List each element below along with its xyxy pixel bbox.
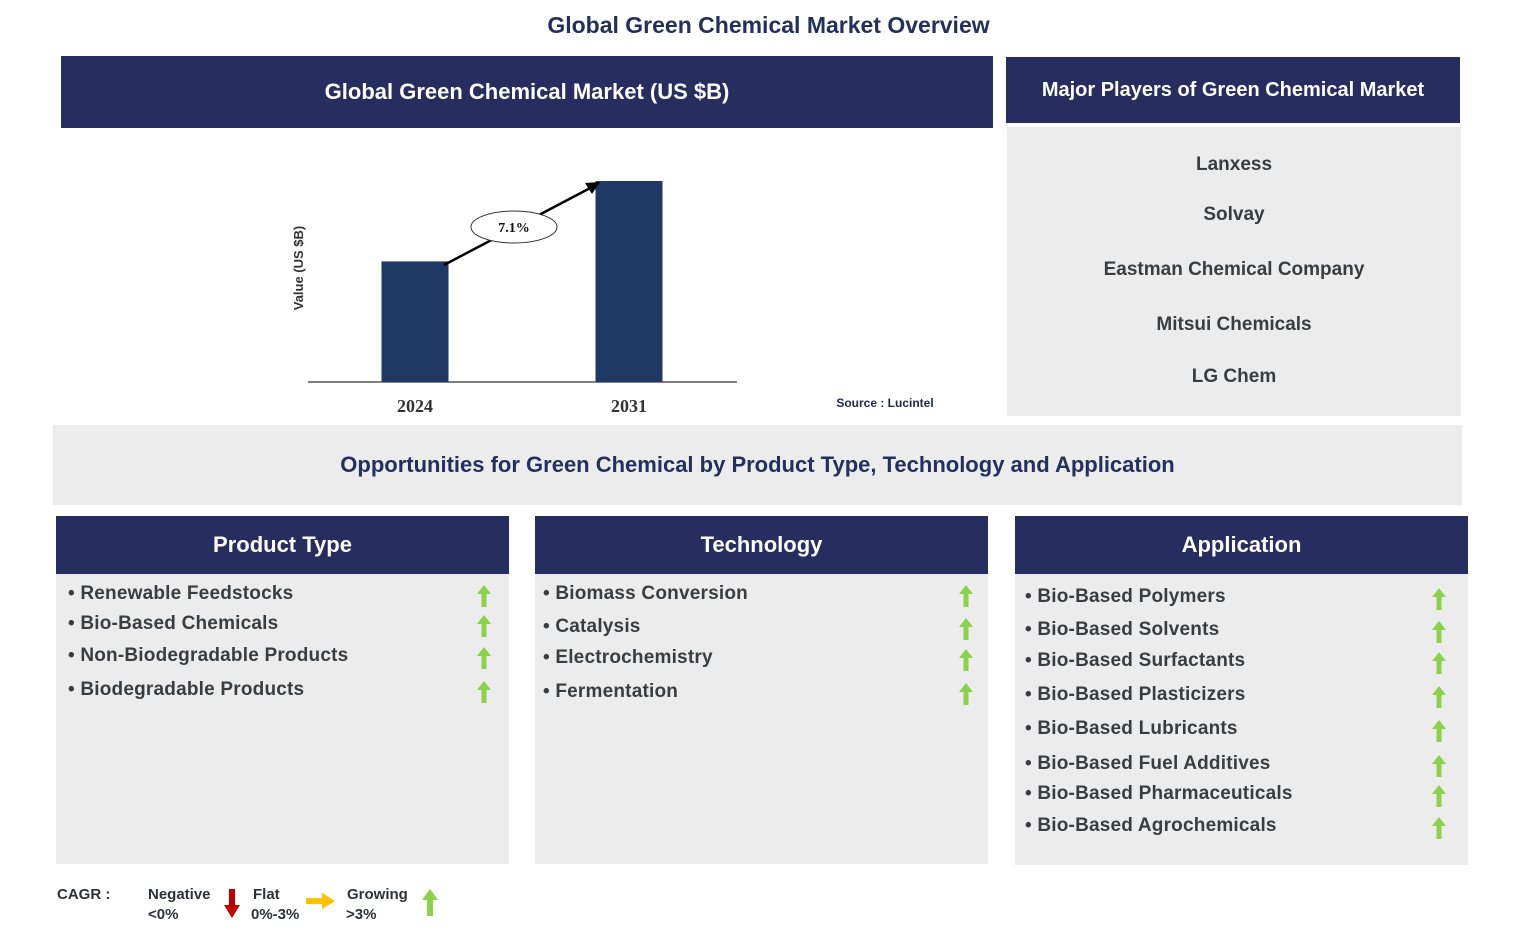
- players-header: Major Players of Green Chemical Market: [1006, 57, 1460, 123]
- right-arrow-icon: [306, 893, 335, 909]
- segment-item: • Catalysis: [543, 616, 641, 637]
- player-item: LG Chem: [1191, 366, 1277, 387]
- player-item: Eastman Chemical Company: [1103, 259, 1365, 280]
- up-arrow-icon: [959, 585, 973, 607]
- up-arrow-icon: [477, 615, 491, 637]
- legend-growing-name: Growing: [347, 886, 408, 903]
- segment-item: • Bio-Based Pharmaceuticals: [1025, 783, 1293, 804]
- chart-panel-header: Global Green Chemical Market (US $B): [61, 56, 993, 128]
- segment-item: • Biomass Conversion: [543, 583, 748, 604]
- up-arrow-icon: [477, 585, 491, 607]
- up-arrow-icon: [477, 647, 491, 669]
- legend-flat-name: Flat: [253, 886, 280, 903]
- up-arrow-icon: [1432, 720, 1446, 742]
- bar-2031: [595, 181, 663, 382]
- segment-item: • Renewable Feedstocks: [68, 583, 294, 604]
- segment-item: • Bio-Based Agrochemicals: [1025, 815, 1277, 836]
- segment-item: • Non-Biodegradable Products: [68, 645, 349, 666]
- source-label: Source : Lucintel: [836, 396, 933, 410]
- segment-item: • Bio-Based Plasticizers: [1025, 684, 1246, 705]
- up-arrow-icon: [1432, 686, 1446, 708]
- segment-item: • Electrochemistry: [543, 647, 713, 668]
- bar-2024: [381, 261, 449, 382]
- x-tick-label: 2024: [397, 396, 433, 416]
- segment-item: • Bio-Based Surfactants: [1025, 650, 1246, 671]
- player-item: Lanxess: [1195, 154, 1273, 175]
- segment-item: • Bio-Based Polymers: [1025, 586, 1226, 607]
- segment-item: • Bio-Based Chemicals: [68, 613, 279, 634]
- up-arrow-icon: [477, 681, 491, 703]
- up-arrow-icon: [959, 683, 973, 705]
- legend-negative-range: <0%: [148, 906, 179, 923]
- player-item: Mitsui Chemicals: [1156, 314, 1312, 335]
- segment-header-technology: Technology: [535, 516, 988, 574]
- up-arrow-icon: [1432, 621, 1446, 643]
- legend-flat-range: 0%-3%: [251, 906, 300, 923]
- cagr-annotation: 7.1%: [443, 182, 600, 267]
- cagr-label: 7.1%: [498, 221, 530, 236]
- segment-item: • Bio-Based Fuel Additives: [1025, 753, 1271, 774]
- segment-header-product-type: Product Type: [56, 516, 509, 574]
- opportunities-title: Opportunities for Green Chemical by Prod…: [53, 425, 1462, 505]
- down-arrow-icon: [224, 889, 240, 918]
- player-item: Solvay: [1203, 204, 1265, 225]
- up-arrow-icon: [1432, 755, 1446, 777]
- up-arrow-icon: [1432, 817, 1446, 839]
- up-arrow-icon: [959, 649, 973, 671]
- up-arrow-icon: [422, 889, 438, 916]
- segment-item: • Bio-Based Solvents: [1025, 619, 1220, 640]
- y-axis-label: Value (US $B): [291, 226, 306, 311]
- market-bar-chart: Value (US $B) 2024 2031 7.1% Source : Luc…: [291, 181, 934, 416]
- up-arrow-icon: [1432, 588, 1446, 610]
- page-title: Global Green Chemical Market Overview: [547, 12, 990, 38]
- legend-negative-name: Negative: [148, 886, 211, 903]
- segment-item: • Bio-Based Lubricants: [1025, 718, 1238, 739]
- up-arrow-icon: [959, 618, 973, 640]
- segment-header-application: Application: [1015, 516, 1468, 574]
- legend-growing-range: >3%: [346, 906, 377, 923]
- segment-application: [1015, 516, 1468, 865]
- segment-item: • Biodegradable Products: [68, 679, 305, 700]
- up-arrow-icon: [1432, 652, 1446, 674]
- up-arrow-icon: [1432, 785, 1446, 807]
- legend-label: CAGR :: [57, 886, 111, 903]
- segment-item: • Fermentation: [543, 681, 679, 702]
- x-tick-label: 2031: [611, 396, 647, 416]
- segment-technology: [535, 516, 988, 864]
- segment-product-type: [56, 516, 509, 864]
- players-panel: Lanxess Solvay Eastman Chemical Company …: [1007, 127, 1461, 416]
